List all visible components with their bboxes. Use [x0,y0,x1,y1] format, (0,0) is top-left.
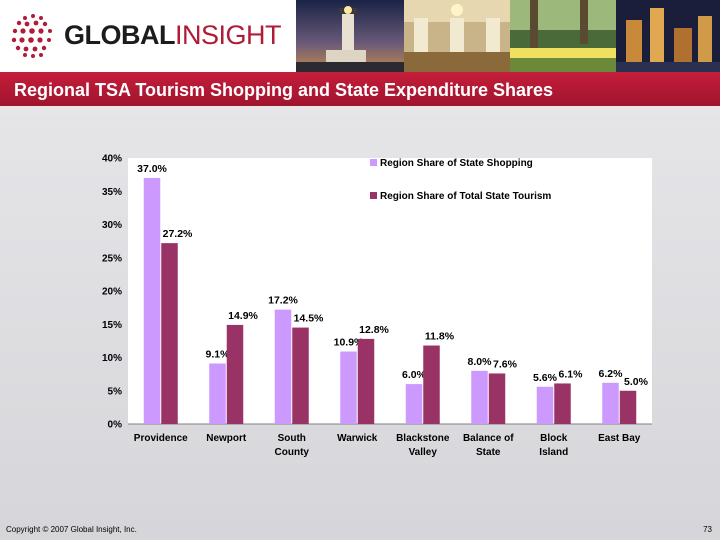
bar [554,383,571,424]
x-category-label: Providence [134,433,188,444]
bar [209,363,226,424]
bar [602,382,619,424]
bar [340,351,357,424]
x-category-label-line: County [275,447,310,458]
bar [488,373,506,424]
x-category-label: Warwick [337,433,378,444]
bar [405,384,423,424]
data-label: 9.1% [206,348,231,360]
legend-swatch [370,192,377,199]
data-label: 6.2% [599,368,624,380]
data-label: 10.9% [334,337,364,349]
data-label: 27.2% [163,228,193,240]
data-label: 14.9% [228,310,258,322]
x-category-label-line: Valley [409,447,438,458]
x-category-label: Balance of State [463,433,514,458]
y-tick-label: 30% [102,220,122,231]
data-label: 11.8% [425,331,455,343]
y-tick-label: 15% [102,320,122,331]
x-category-label: Blackstone Valley [396,433,450,458]
bar [536,386,554,424]
x-category-label-line: East Bay [598,433,641,444]
data-label: 17.2% [268,295,298,307]
bar [274,309,292,424]
x-category-label-line: Block [540,433,568,444]
y-tick-label: 0% [108,420,123,431]
city-night-photo [616,0,720,72]
title-band [0,72,720,106]
data-label: 8.0% [468,356,493,368]
x-category-label: East Bay [598,433,641,444]
bar-chart: 0% 5% 10% 15% 20% 25% 30% 35% 40% 37.0% 27.2% Provi… [88,148,668,468]
bar [471,370,488,424]
legend-swatch [370,159,377,166]
y-tick-label: 10% [102,353,122,364]
ballroom-photo [404,0,510,72]
lighthouse-photo [296,0,404,72]
data-label: 7.6% [493,358,518,370]
bar [357,338,375,424]
legend-label: Region Share of Total State Tourism [380,191,551,202]
bar [423,345,440,424]
bar [619,390,637,424]
logo-global: GLOBAL [64,20,176,50]
x-category-label-line: Newport [206,433,247,444]
chart-svg: 0% 5% 10% 15% 20% 25% 30% 35% 40% 37.0% 27.2% Provi… [102,154,652,458]
x-category-label: Block Island [539,433,568,458]
data-label: 14.5% [294,313,324,325]
header: GLOBALINSIGHT [0,0,720,72]
y-tick-label: 5% [108,386,123,397]
x-category-label-line: Balance of [463,433,514,444]
data-label: 12.8% [359,324,389,336]
data-label: 6.1% [559,368,584,380]
x-category-label: Newport [206,433,247,444]
y-tick-label: 20% [102,287,122,298]
bar [292,327,309,424]
x-category-label: South County [275,433,310,458]
page-number: 73 [703,525,712,534]
x-category-label-line: Blackstone [396,433,450,444]
x-category-label-line: State [476,447,501,458]
y-tick-label: 25% [102,253,122,264]
data-label: 6.0% [402,369,427,381]
data-label: 37.0% [137,163,167,175]
bar [226,324,244,424]
data-label: 5.0% [624,376,649,388]
x-category-label-line: Warwick [337,433,378,444]
header-photo-strip [296,0,720,72]
x-category-label-line: South [278,433,306,444]
x-category-label-line: Island [539,447,568,458]
y-tick-label: 35% [102,187,122,198]
logo-insight: INSIGHT [175,20,282,50]
logo-text: GLOBALINSIGHT [64,18,282,52]
bar [143,177,161,424]
bar [161,243,178,424]
globe-dots-icon [11,14,52,58]
x-category-label-line: Providence [134,433,188,444]
slide-title: Regional TSA Tourism Shopping and State … [14,80,554,100]
garden-photo [510,0,616,72]
legend-label: Region Share of State Shopping [380,158,533,169]
data-label: 5.6% [533,372,558,384]
y-tick-label: 40% [102,154,122,165]
copyright-text: Copyright © 2007 Global Insight, Inc. [6,525,137,534]
